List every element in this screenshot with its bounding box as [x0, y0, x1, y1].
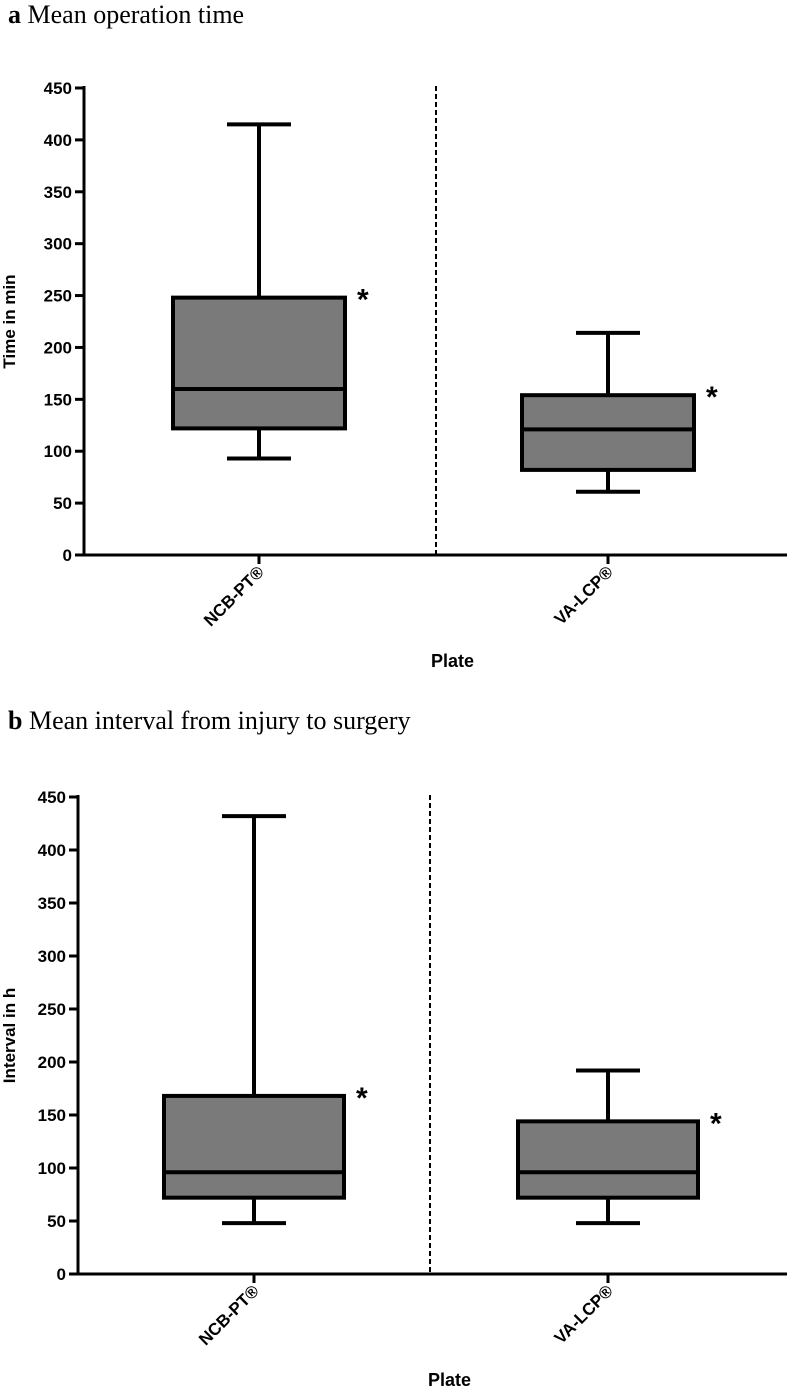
y-tick-label: 0 — [63, 546, 72, 565]
y-tick-label: 150 — [38, 1106, 66, 1125]
x-category-label: VA-LCP® — [551, 562, 617, 628]
significance-marker: * — [356, 1082, 368, 1115]
chart-a-operation-time: 0 50 100 150 200 250 300 350 400 450 Time in min * N… — [0, 79, 787, 671]
significance-marker: * — [710, 1107, 722, 1140]
significance-marker: * — [706, 381, 718, 414]
box-iqr — [171, 295, 347, 431]
y-tick-label: 50 — [47, 1212, 66, 1231]
box-iqr — [516, 1119, 700, 1200]
chart-b-injury-interval: 0 50 100 150 200 250 300 350 400 450 Interval in h… — [0, 788, 787, 1389]
y-tick-label: 50 — [53, 494, 72, 513]
y-axis-label: Time in min — [0, 274, 19, 368]
x-category-label: VA-LCP® — [551, 1281, 617, 1347]
x-axis-label: Plate — [428, 1370, 471, 1389]
panel-a-title-text: Mean operation time — [27, 0, 245, 29]
box-iqr — [162, 1093, 346, 1200]
y-tick-label: 350 — [44, 183, 72, 202]
y-tick-label: 100 — [38, 1159, 66, 1178]
panel-a-letter: a — [8, 0, 21, 29]
significance-marker: * — [357, 284, 369, 317]
x-axis-label: Plate — [431, 651, 474, 671]
panel-b-title: b Mean interval from injury to surgery — [8, 706, 410, 736]
y-tick-label: 150 — [44, 390, 72, 409]
panel-b-letter: b — [8, 706, 23, 735]
y-tick-label: 350 — [38, 894, 66, 913]
y-tick-label: 300 — [44, 235, 72, 254]
y-axis-label: Interval in h — [0, 988, 19, 1083]
y-tick-label: 300 — [38, 947, 66, 966]
panel-a-title: a Mean operation time — [8, 0, 244, 30]
x-category-label: NCB-PT® — [200, 562, 268, 630]
x-category-label: NCB-PT® — [195, 1281, 263, 1349]
box-iqr — [520, 393, 696, 472]
y-tick-label: 100 — [44, 442, 72, 461]
y-tick-label: 250 — [44, 287, 72, 306]
y-tick-label: 0 — [57, 1265, 66, 1284]
y-tick-label: 450 — [44, 79, 72, 98]
y-tick-label: 400 — [38, 841, 66, 860]
panel-b-title-text: Mean interval from injury to surgery — [28, 706, 411, 735]
y-tick-label: 200 — [38, 1053, 66, 1072]
y-tick-label: 200 — [44, 338, 72, 357]
y-tick-label: 450 — [38, 788, 66, 807]
y-tick-label: 250 — [38, 1000, 66, 1019]
y-tick-label: 400 — [44, 131, 72, 150]
